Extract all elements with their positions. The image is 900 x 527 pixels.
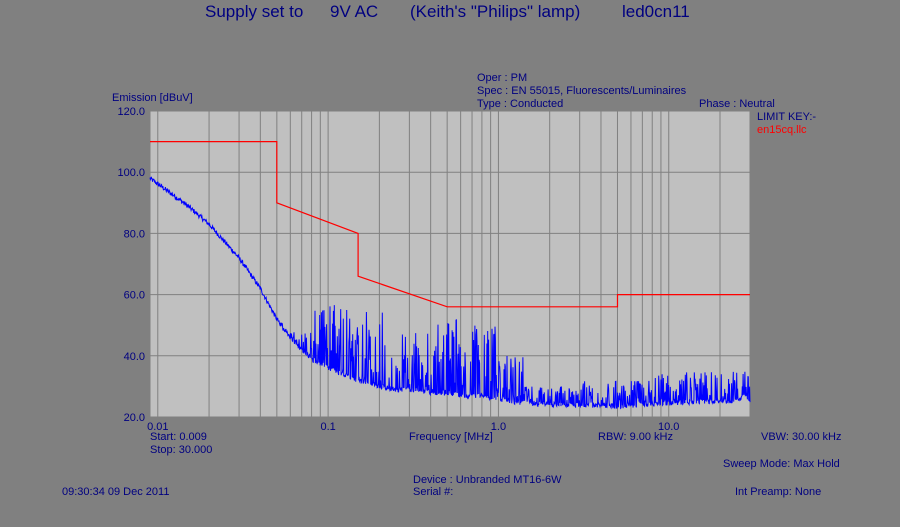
y-tick-label: 20.0 <box>124 412 145 424</box>
device-label: Device : Unbranded MT16-6W <box>413 474 562 486</box>
timestamp-label: 09:30:34 09 Dec 2011 <box>62 486 170 498</box>
oper-label: Oper : PM <box>477 72 528 84</box>
x-tick-label: 1.0 <box>491 421 506 433</box>
vbw-label: VBW: 30.00 kHz <box>761 431 842 443</box>
limit-key-name: en15cq.llc <box>757 124 807 136</box>
title-supply: Supply set to <box>205 2 304 21</box>
spec-label: Spec : EN 55015, Fluorescents/Luminaires <box>477 85 687 97</box>
y-tick-label: 100.0 <box>117 167 145 179</box>
serial-label: Serial #: <box>413 486 454 498</box>
preamp-label: Int Preamp: None <box>735 486 822 498</box>
y-axis-label: Emission [dBuV] <box>112 92 193 104</box>
x-tick-label: 0.01 <box>147 421 168 433</box>
title-file: led0cn11 <box>622 2 690 21</box>
rbw-label: RBW: 9.00 kHz <box>598 431 673 443</box>
limit-line <box>150 141 750 308</box>
title-voltage: 9V AC <box>330 2 379 21</box>
sweep-mode-label: Sweep Mode: Max Hold <box>723 458 840 470</box>
title-lamp: (Keith's "Philips" lamp) <box>410 2 581 21</box>
emission-trace <box>149 176 751 410</box>
x-axis-label: Frequency [MHz] <box>409 431 493 443</box>
x-tick-label: 0.1 <box>320 421 335 433</box>
phase-label: Phase : Neutral <box>699 98 775 110</box>
type-label: Type : Conducted <box>477 98 564 110</box>
start-label: Start: 0.009 <box>150 431 207 443</box>
y-tick-label: 60.0 <box>124 290 145 302</box>
y-tick-label: 40.0 <box>124 351 145 363</box>
stop-label: Stop: 30.000 <box>150 444 213 456</box>
y-tick-label: 120.0 <box>117 106 145 118</box>
x-tick-label: 10.0 <box>658 421 679 433</box>
limit-key-label: LIMIT KEY:- <box>757 111 817 123</box>
y-tick-label: 80.0 <box>124 228 145 240</box>
